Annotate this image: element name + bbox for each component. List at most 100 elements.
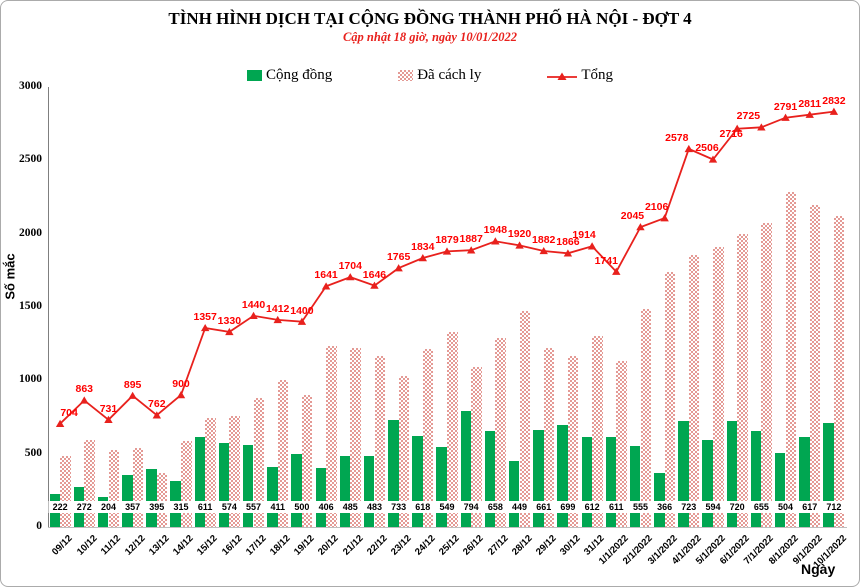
total-value-label: 1641	[314, 269, 338, 282]
total-point-marker-icon	[829, 107, 839, 115]
community-bar	[242, 445, 254, 527]
date-tick-label: 26/12	[461, 533, 486, 558]
date-tick-label: 12/12	[122, 533, 148, 558]
quarantined-bar	[326, 345, 337, 527]
date-tick-label: 27/12	[485, 533, 511, 558]
quarantined-bar	[277, 380, 289, 527]
total-value-label: 704	[60, 406, 78, 419]
total-point-marker-icon	[539, 246, 548, 255]
date-tick-label: 21/12	[340, 533, 366, 558]
community-bar	[194, 437, 206, 527]
quarantined-bar	[592, 336, 603, 527]
quarantined-bar	[664, 271, 676, 527]
total-line-marker-icon	[547, 70, 578, 81]
quarantined-swatch-icon	[398, 70, 414, 81]
quarantined-bar	[156, 473, 168, 527]
quarantined-bar	[809, 205, 821, 527]
date-tick-label: 16/12	[219, 533, 245, 558]
community-bar	[533, 430, 544, 527]
total-value-label: 900	[172, 378, 190, 390]
date-tick-label: 09/12	[50, 533, 75, 558]
total-point-marker-icon	[346, 273, 355, 281]
community-value-label: 315	[169, 501, 193, 513]
total-point-marker-icon	[394, 264, 403, 272]
community-value-label: 204	[96, 501, 120, 513]
community-value-label: 574	[217, 501, 241, 513]
y-axis-tick-label: 3000	[19, 80, 42, 92]
total-value-label: 1646	[362, 268, 387, 281]
community-value-label: 483	[362, 501, 386, 513]
community-bar	[484, 430, 496, 527]
total-point-marker-icon	[708, 155, 718, 163]
community-value-label: 723	[677, 501, 701, 513]
community-value-label: 557	[242, 501, 266, 513]
legend-label-community: Cộng đồng	[265, 67, 333, 83]
date-tick-label: 29/12	[533, 533, 559, 558]
total-point-marker-icon	[176, 391, 186, 399]
community-bar	[339, 455, 351, 527]
total-value-label: 2725	[736, 110, 761, 123]
total-point-marker-icon	[104, 415, 113, 423]
quarantined-bar	[108, 449, 120, 527]
quarantined-bar	[543, 347, 555, 527]
community-value-label: 794	[459, 501, 483, 513]
y-axis-tick-label: 1000	[19, 373, 42, 386]
total-value-label: 2716	[719, 127, 743, 140]
total-point-marker-icon	[805, 110, 814, 118]
total-point-marker-icon	[152, 411, 162, 419]
quarantined-bar	[205, 417, 216, 527]
date-tick-label: 11/12	[99, 533, 124, 558]
total-value-label: 1412	[266, 302, 290, 315]
total-value-label: 2811	[798, 97, 822, 110]
quarantined-bar	[84, 440, 95, 527]
total-point-marker-icon	[587, 242, 597, 250]
quarantined-bar	[447, 331, 458, 527]
community-value-label: 611	[604, 501, 628, 513]
community-bar	[436, 446, 447, 527]
community-value-label: 720	[725, 501, 749, 513]
total-point-marker-icon	[55, 419, 65, 427]
total-value-label: 1948	[483, 224, 508, 237]
community-bar	[218, 442, 230, 527]
total-value-label: 1866	[556, 236, 580, 249]
date-tick-label: 25/12	[437, 533, 462, 558]
community-swatch-icon	[246, 70, 262, 81]
quarantined-bar	[688, 254, 700, 527]
quarantined-bar	[616, 361, 627, 527]
community-value-label: 658	[483, 501, 507, 513]
total-point-marker-icon	[370, 281, 379, 289]
community-value-label: 357	[121, 501, 145, 513]
community-bar	[315, 467, 327, 527]
quarantined-bar	[833, 216, 845, 527]
community-value-label: 661	[532, 501, 556, 513]
chart-legend: Cộng đồng Đã cách ly Tổng	[1, 67, 859, 84]
total-value-label: 895	[123, 378, 142, 391]
community-value-label: 555	[628, 501, 652, 513]
total-point-marker-icon	[612, 267, 621, 275]
community-bar	[291, 453, 302, 527]
x-axis-title: Ngày	[801, 561, 836, 577]
y-axis-tick-label: 2500	[19, 153, 42, 166]
community-bar	[726, 421, 738, 527]
quarantined-bar	[519, 311, 531, 527]
date-tick-label: 13/12	[147, 533, 172, 558]
total-point-marker-icon	[225, 327, 234, 336]
quarantined-bar	[495, 337, 506, 527]
total-point-marker-icon	[80, 396, 89, 404]
community-bar	[363, 456, 375, 527]
legend-item-quarantined: Đã cách ly	[398, 67, 481, 84]
total-value-label: 1887	[459, 233, 483, 246]
community-value-label: 617	[798, 501, 822, 513]
date-tick-label: 30/12	[558, 533, 583, 558]
quarantined-bar	[60, 456, 71, 527]
quarantined-bar	[567, 355, 579, 527]
date-tick-label: 22/12	[364, 533, 390, 558]
total-value-label: 1882	[532, 233, 556, 246]
community-value-label: 612	[580, 501, 604, 513]
community-value-label: 395	[145, 501, 169, 513]
total-value-label: 1920	[507, 228, 532, 241]
total-point-marker-icon	[200, 323, 210, 332]
x-axis-line	[48, 527, 847, 528]
date-tick-label: 17/12	[243, 533, 269, 558]
